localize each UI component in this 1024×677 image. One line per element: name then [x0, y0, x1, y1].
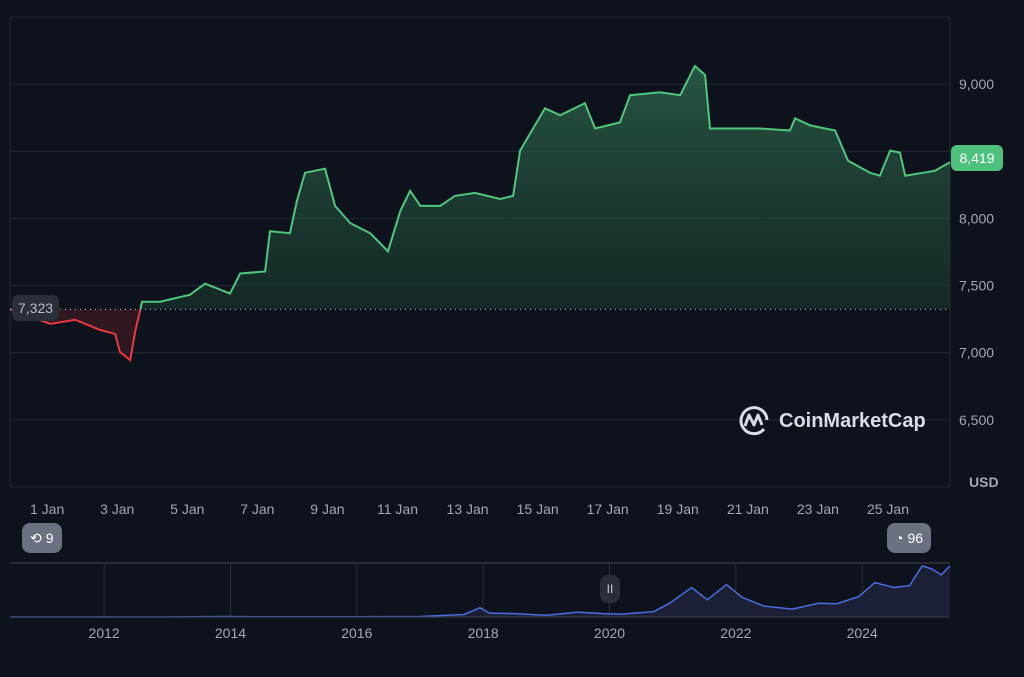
- currency-label: USD: [969, 474, 999, 490]
- x-tick-label: 23 Jan: [797, 501, 839, 517]
- y-tick-label: 9,000: [959, 76, 994, 92]
- history-icon: ⟲: [30, 530, 42, 546]
- y-tick-label: 7,500: [959, 278, 994, 294]
- y-tick-label: 7,000: [959, 345, 994, 361]
- overview-area: [10, 565, 950, 617]
- overview-x-tick-label: 2016: [341, 625, 372, 641]
- x-tick-label: 9 Jan: [310, 501, 344, 517]
- y-tick-label: 8,000: [959, 210, 994, 226]
- overview-x-tick-label: 2018: [468, 625, 499, 641]
- clock-icon: ◔: [895, 530, 904, 546]
- overview-x-tick-label: 2022: [720, 625, 751, 641]
- x-tick-label: 17 Jan: [587, 501, 629, 517]
- x-tick-label: 3 Jan: [100, 501, 134, 517]
- x-tick-label: 19 Jan: [657, 501, 699, 517]
- x-tick-label: 21 Jan: [727, 501, 769, 517]
- coinmarketcap-logo: CoinMarketCap: [737, 404, 926, 438]
- range-start-handle[interactable]: ⟲ 9: [22, 523, 62, 553]
- overview-x-tick-label: 2020: [594, 625, 625, 641]
- x-tick-label: 15 Jan: [517, 501, 559, 517]
- range-start-label: 9: [45, 530, 54, 546]
- x-tick-label: 1 Jan: [30, 501, 64, 517]
- x-tick-label: 13 Jan: [447, 501, 489, 517]
- range-end-label: 96: [907, 530, 924, 546]
- range-end-handle[interactable]: ◔ 96: [887, 523, 932, 553]
- overview-x-tick-label: 2024: [847, 625, 878, 641]
- area-below-baseline: [10, 309, 950, 361]
- coinmarketcap-logo-icon: [739, 406, 769, 436]
- x-tick-label: 25 Jan: [867, 501, 909, 517]
- overview-line: [10, 565, 951, 618]
- x-tick-label: 5 Jan: [170, 501, 204, 517]
- open-price-badge: 7,323: [12, 295, 60, 321]
- overview-x-tick-label: 2014: [215, 625, 246, 641]
- x-tick-label: 7 Jan: [240, 501, 274, 517]
- x-tick-label: 11 Jan: [377, 501, 418, 517]
- price-line-up: [9, 64, 951, 310]
- overview-x-tick-label: 2012: [89, 625, 120, 641]
- area-above-baseline: [10, 66, 950, 310]
- last-price-badge: 8,419: [951, 145, 1003, 171]
- y-tick-label: 6,500: [959, 412, 994, 428]
- logo-text: CoinMarketCap: [779, 409, 926, 432]
- range-drag-handle[interactable]: II: [600, 575, 620, 603]
